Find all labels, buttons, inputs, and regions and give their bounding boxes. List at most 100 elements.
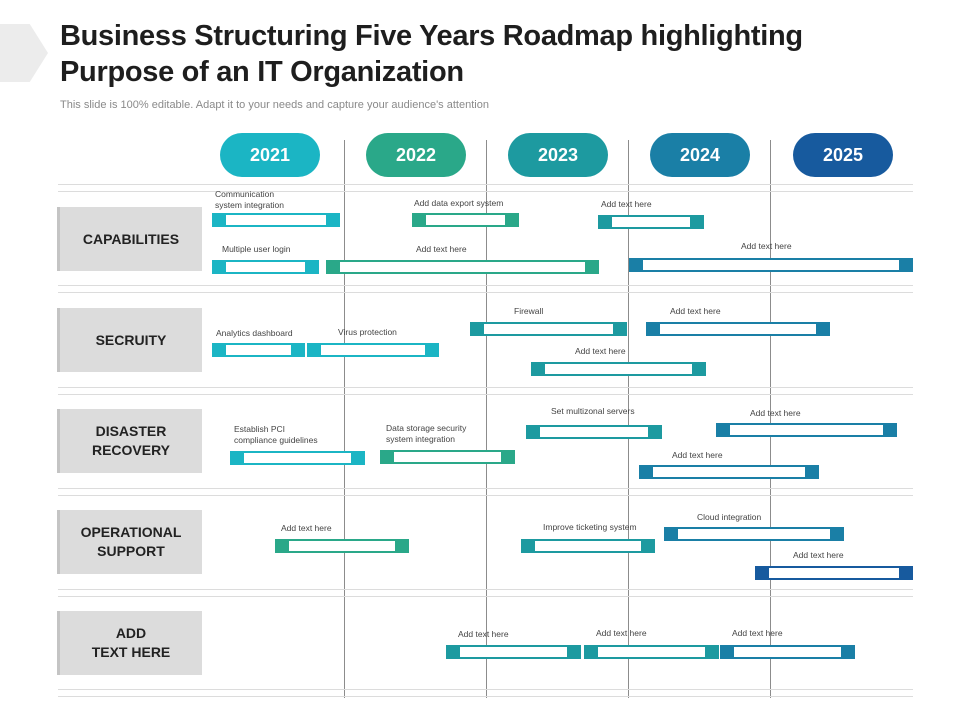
year-pill-2021: 2021 [220, 133, 320, 177]
task-bar-cap [805, 465, 819, 479]
task-bar-cap [307, 343, 321, 357]
task-bar-cap [720, 645, 734, 659]
row-separator [58, 689, 913, 697]
row-label: SECRUITY [60, 308, 202, 372]
year-pill-2024: 2024 [650, 133, 750, 177]
task-bar-cap [705, 645, 719, 659]
task-bar [380, 450, 515, 464]
task-bar-cap [425, 343, 439, 357]
task-bar-cap [305, 260, 319, 274]
task-bar-cap [755, 566, 769, 580]
task-bar-cap [613, 322, 627, 336]
task-label: Virus protection [338, 327, 397, 337]
task-label: Improve ticketing system [543, 522, 637, 532]
task-bar-cap [275, 539, 289, 553]
task-label: Add text here [750, 408, 801, 418]
task-bar-cap [212, 213, 226, 227]
task-bar [326, 260, 599, 274]
task-bar [646, 322, 830, 336]
task-bar-cap [692, 362, 706, 376]
task-bar [598, 215, 704, 229]
year-divider-line [628, 140, 629, 698]
task-label: Set multizonal servers [551, 406, 635, 416]
task-bar-cap [521, 539, 535, 553]
task-bar-cap [584, 645, 598, 659]
task-bar [639, 465, 819, 479]
row-separator [58, 387, 913, 395]
task-bar [446, 645, 581, 659]
task-bar-cap [841, 645, 855, 659]
row-separator [58, 589, 913, 597]
year-pill-2023: 2023 [508, 133, 608, 177]
task-label: Communication system integration [215, 189, 284, 210]
task-bar [412, 213, 519, 227]
task-bar [526, 425, 662, 439]
task-bar-cap [664, 527, 678, 541]
task-bar-cap [641, 539, 655, 553]
task-bar-cap [646, 322, 660, 336]
task-bar-cap [816, 322, 830, 336]
task-label: Add text here [601, 199, 652, 209]
task-bar-cap [629, 258, 643, 272]
row-label: ADD TEXT HERE [60, 611, 202, 675]
task-bar [531, 362, 706, 376]
task-bar [521, 539, 655, 553]
year-divider-line [770, 140, 771, 698]
task-label: Data storage security system integration [386, 423, 467, 444]
task-bar-cap [899, 566, 913, 580]
task-bar [720, 645, 855, 659]
task-bar-cap [412, 213, 426, 227]
task-label: Add text here [672, 450, 723, 460]
task-bar [716, 423, 897, 437]
task-label: Add text here [458, 629, 509, 639]
task-bar-cap [830, 527, 844, 541]
task-bar-cap [446, 645, 460, 659]
task-bar-cap [639, 465, 653, 479]
task-label: Multiple user login [222, 244, 291, 254]
task-bar [275, 539, 409, 553]
task-bar-cap [291, 343, 305, 357]
row-label: CAPABILITIES [60, 207, 202, 271]
task-bar [230, 451, 365, 465]
task-label: Add text here [732, 628, 783, 638]
year-pill-2025: 2025 [793, 133, 893, 177]
task-bar [212, 213, 340, 227]
row-separator [58, 184, 913, 192]
task-bar-cap [395, 539, 409, 553]
task-bar-cap [690, 215, 704, 229]
year-pill-2022: 2022 [366, 133, 466, 177]
task-bar [470, 322, 627, 336]
task-label: Analytics dashboard [216, 328, 293, 338]
task-label: Add text here [416, 244, 467, 254]
row-separator [58, 285, 913, 293]
task-label: Add text here [793, 550, 844, 560]
task-bar-cap [899, 258, 913, 272]
task-label: Establish PCI compliance guidelines [234, 424, 318, 445]
task-bar-cap [326, 260, 340, 274]
task-label: Firewall [514, 306, 544, 316]
task-bar-cap [212, 343, 226, 357]
row-label: OPERATIONAL SUPPORT [60, 510, 202, 574]
task-bar-cap [505, 213, 519, 227]
task-label: Add data export system [414, 198, 504, 208]
task-label: Add text here [670, 306, 721, 316]
task-bar-cap [531, 362, 545, 376]
task-bar [212, 260, 319, 274]
corner-decoration [0, 24, 48, 82]
page-subtitle: This slide is 100% editable. Adapt it to… [60, 99, 489, 111]
task-bar-cap [598, 215, 612, 229]
task-bar-cap [526, 425, 540, 439]
task-label: Cloud integration [697, 512, 762, 522]
task-bar-cap [230, 451, 244, 465]
task-bar-cap [716, 423, 730, 437]
task-bar [584, 645, 719, 659]
task-bar-cap [380, 450, 394, 464]
task-bar-cap [470, 322, 484, 336]
task-bar-cap [567, 645, 581, 659]
task-bar [664, 527, 844, 541]
task-bar-cap [585, 260, 599, 274]
task-bar-cap [212, 260, 226, 274]
task-bar-cap [351, 451, 365, 465]
task-label: Add text here [281, 523, 332, 533]
task-bar-cap [883, 423, 897, 437]
